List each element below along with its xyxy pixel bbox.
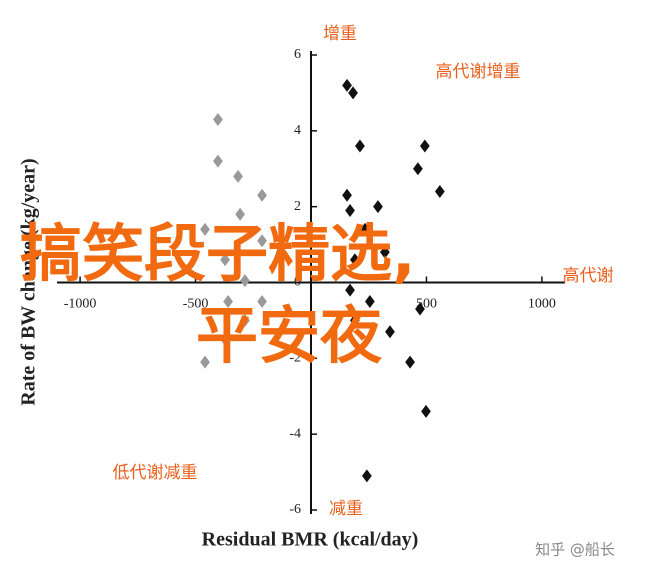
- y-tick-label: -4: [289, 426, 301, 441]
- point: [220, 253, 230, 267]
- point: [342, 188, 352, 202]
- point: [362, 469, 372, 483]
- point: [413, 162, 423, 176]
- x-tick-label: 1000: [528, 297, 556, 312]
- point: [373, 200, 383, 214]
- x-axis-label: Residual BMR (kcal/day): [202, 529, 419, 551]
- point: [385, 325, 395, 339]
- point: [348, 86, 358, 100]
- point: [200, 355, 210, 369]
- annotation: 高代谢增重: [436, 62, 521, 82]
- point: [235, 207, 245, 221]
- headline: 搞笑段子精选,: [20, 217, 416, 290]
- point: [380, 245, 390, 259]
- point: [355, 139, 365, 153]
- point: [421, 404, 431, 418]
- y-tick-label: 6: [294, 47, 301, 62]
- annotation: 减重: [329, 499, 363, 519]
- y-tick-label: 2: [294, 199, 301, 214]
- x-tick-label: -1000: [64, 297, 97, 312]
- annotation: 高代谢: [563, 266, 614, 286]
- annotation: 增重: [323, 24, 357, 44]
- point: [345, 203, 355, 217]
- point: [415, 302, 425, 316]
- point: [345, 283, 355, 297]
- point: [200, 222, 210, 236]
- point: [220, 332, 230, 346]
- y-tick-label: 0: [294, 275, 301, 290]
- point: [257, 234, 267, 248]
- y-tick-label: -6: [289, 502, 301, 517]
- point: [257, 294, 267, 308]
- point: [213, 112, 223, 126]
- point: [223, 294, 233, 308]
- point: [360, 222, 370, 236]
- point: [257, 188, 267, 202]
- point: [405, 355, 415, 369]
- subline: 平安夜: [196, 299, 383, 372]
- point: [419, 139, 430, 153]
- point: [434, 185, 445, 198]
- y-tick-label: 4: [294, 123, 301, 138]
- point: [349, 253, 360, 267]
- annotation: 低代谢减重: [113, 463, 198, 483]
- point: [342, 78, 352, 92]
- y-axis-label: Rate of BW change (kg/year): [18, 158, 40, 405]
- point: [240, 274, 250, 288]
- y-tick-label: -2: [289, 351, 301, 366]
- point: [213, 154, 223, 168]
- point: [349, 313, 360, 327]
- x-tick-label: -500: [183, 297, 209, 312]
- watermark: 知乎 @船长: [535, 541, 615, 559]
- point: [240, 313, 250, 327]
- point: [233, 169, 243, 183]
- point: [365, 294, 375, 308]
